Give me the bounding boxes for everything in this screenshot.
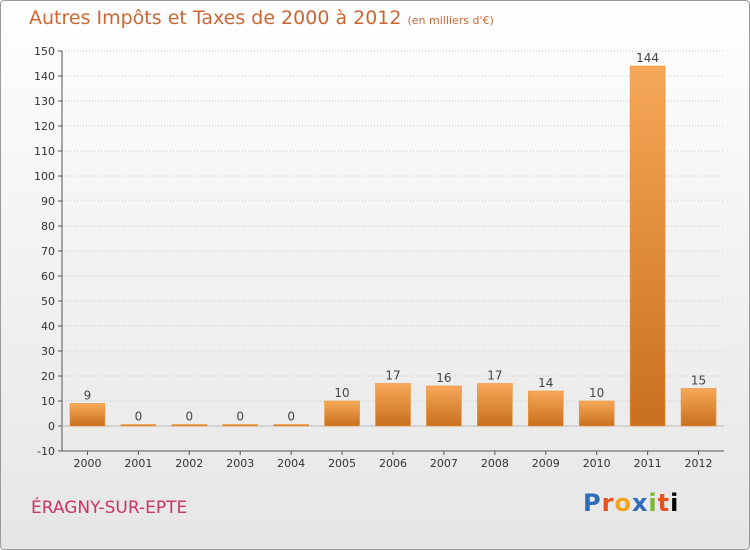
x-tick-label: 2006 [379, 457, 407, 470]
bar-value-label: 16 [436, 371, 451, 385]
bar [324, 400, 360, 427]
bar-value-label: 0 [185, 410, 193, 424]
logo-letter: o [614, 489, 632, 517]
y-tick-label: 70 [41, 245, 55, 258]
logo-letter: r [601, 489, 615, 517]
y-tick-label: -10 [37, 445, 55, 458]
y-tick-label: 50 [41, 295, 55, 308]
y-tick-label: 60 [41, 270, 55, 283]
x-tick-label: 2001 [124, 457, 152, 470]
bar-value-label: 10 [589, 386, 604, 400]
chart-title-text: Autres Impôts et Taxes de 2000 à 2012 [29, 7, 402, 29]
bar-value-label: 0 [236, 410, 244, 424]
logo-letter: t [657, 489, 671, 517]
y-tick-label: 0 [48, 420, 55, 433]
y-tick-label: 10 [41, 395, 55, 408]
y-tick-label: 100 [34, 170, 55, 183]
x-tick-label: 2003 [226, 457, 254, 470]
x-tick-label: 2002 [175, 457, 203, 470]
x-tick-label: 2012 [685, 457, 713, 470]
chart-unit-note: (en milliers d'€) [407, 14, 494, 27]
y-tick-label: 20 [41, 370, 55, 383]
x-tick-label: 2009 [532, 457, 560, 470]
bar [375, 383, 411, 427]
bar-value-label: 15 [691, 374, 706, 388]
logo-letter: P [583, 489, 602, 517]
y-tick-label: 130 [34, 95, 55, 108]
y-tick-label: 140 [34, 70, 55, 83]
bar-value-label: 14 [538, 376, 553, 390]
bar [629, 65, 666, 427]
proxiti-logo: Proxiti [583, 489, 679, 517]
commune-name: ÉRAGNY-SUR-EPTE [31, 498, 188, 518]
bar [120, 424, 157, 427]
bar-value-label: 17 [487, 369, 502, 383]
bar [426, 385, 462, 427]
x-tick-label: 2010 [583, 457, 611, 470]
bar [69, 403, 106, 427]
y-tick-label: 120 [34, 120, 55, 133]
y-tick-label: 110 [34, 145, 55, 158]
y-tick-label: 80 [41, 220, 55, 233]
bar [680, 388, 717, 427]
bar-value-label: 17 [385, 369, 400, 383]
bar [578, 400, 615, 427]
bar-value-label: 144 [636, 51, 659, 65]
bar [222, 424, 259, 427]
logo-letter: x [631, 489, 649, 517]
x-tick-label: 2000 [73, 457, 101, 470]
x-tick-label: 2005 [328, 457, 356, 470]
y-tick-label: 90 [41, 195, 55, 208]
bar [527, 390, 564, 427]
bar [477, 383, 513, 427]
x-tick-label: 2011 [634, 457, 662, 470]
x-tick-label: 2008 [481, 457, 509, 470]
y-tick-label: 30 [41, 345, 55, 358]
chart-title: Autres Impôts et Taxes de 2000 à 2012 (en… [29, 7, 494, 29]
y-tick-label: 40 [41, 320, 55, 333]
bar-value-label: 9 [84, 389, 92, 403]
bar [171, 424, 208, 427]
logo-letter: i [648, 489, 658, 517]
y-tick-label: 150 [34, 45, 55, 58]
x-tick-label: 2007 [430, 457, 458, 470]
bar-value-label: 10 [334, 386, 349, 400]
bar-value-label: 0 [287, 410, 295, 424]
bar [273, 424, 309, 427]
x-tick-label: 2004 [277, 457, 305, 470]
bar-value-label: 0 [135, 410, 143, 424]
logo-letter: i [670, 489, 680, 517]
